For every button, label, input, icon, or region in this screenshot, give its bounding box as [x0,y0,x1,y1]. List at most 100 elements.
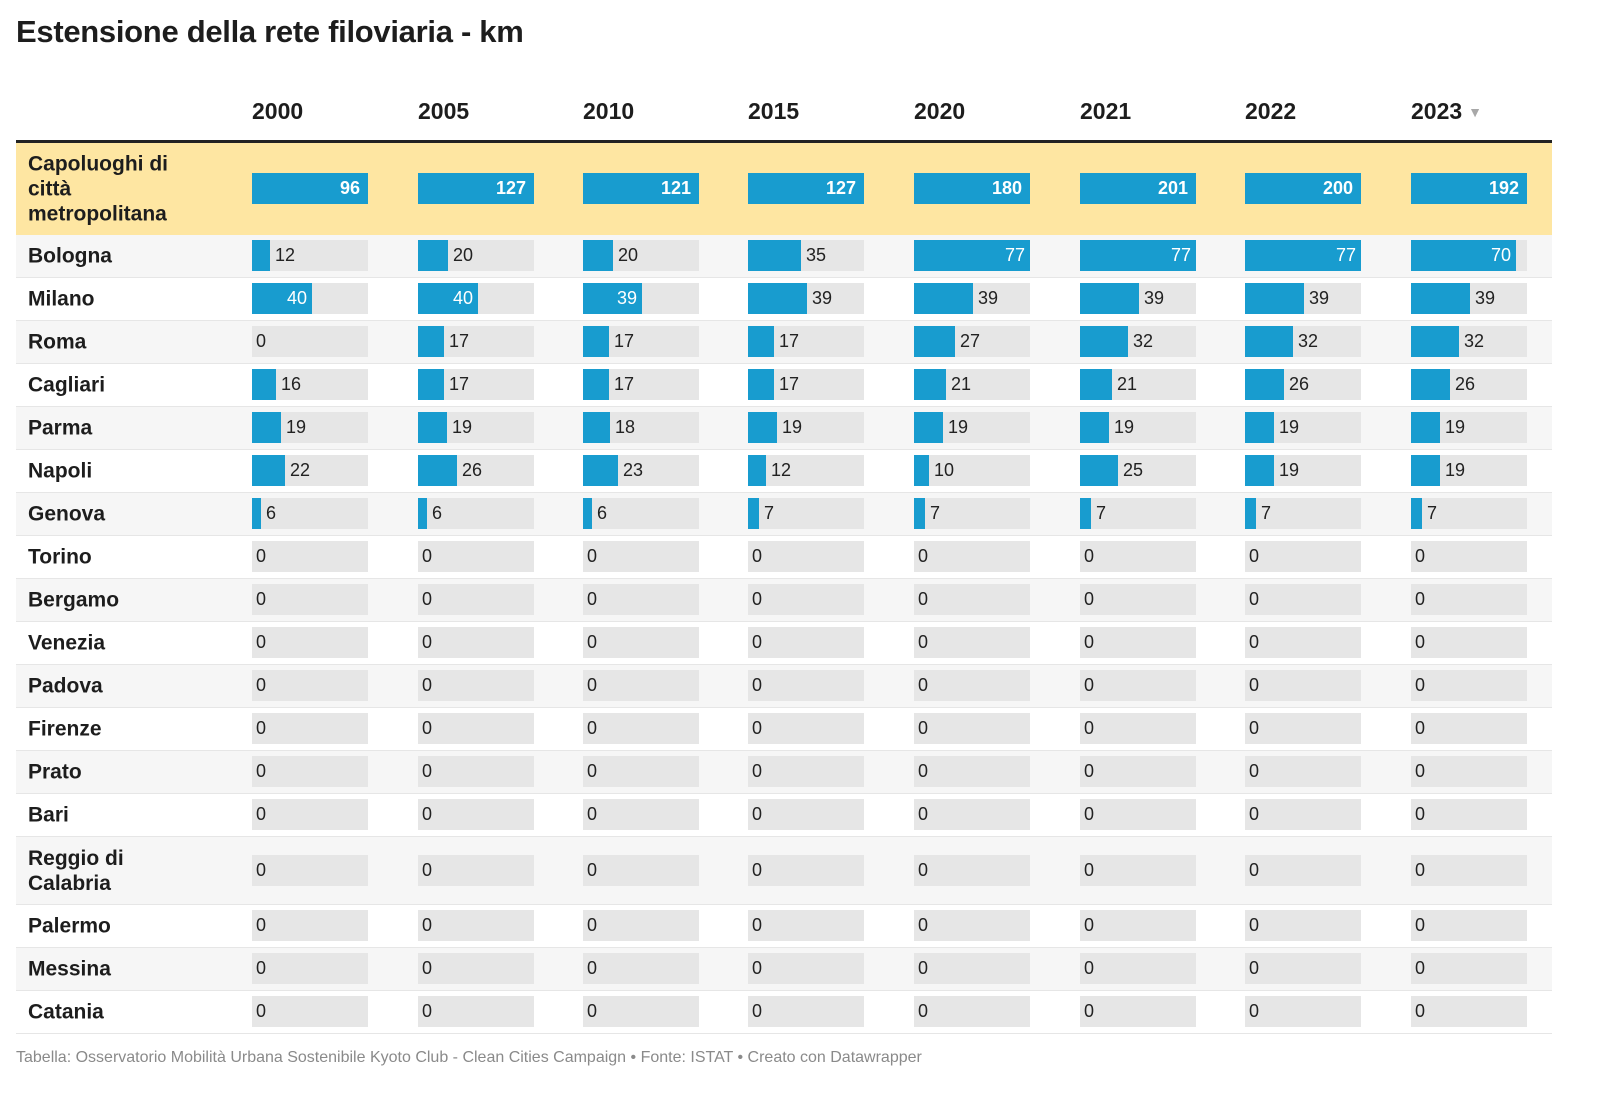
table-row: Parma 19 19 18 19 19 19 19 19 [16,407,1552,450]
bar [748,369,774,400]
bar-cell: 0 [252,996,368,1027]
bar [252,498,261,529]
bar-cell: 0 [583,756,699,787]
column-header-2021[interactable]: 2021 [1080,98,1131,125]
data-label: 6 [432,503,443,523]
data-label: 0 [918,761,929,781]
bar-cell: 0 [1411,670,1527,701]
data-label: 17 [614,331,635,351]
bar [583,173,699,204]
column-header-2005[interactable]: 2005 [418,98,469,125]
bar [914,240,1030,271]
data-label: 0 [256,1001,267,1021]
data-label: 0 [256,958,267,978]
column-header-2000[interactable]: 2000 [252,98,303,125]
bar-cell: 22 [252,455,368,486]
bar-cell: 0 [1411,910,1527,941]
data-label: 19 [1114,417,1135,437]
data-label: 127 [825,178,856,198]
data-label: 19 [286,417,307,437]
data-label: 0 [1084,589,1095,609]
bar-cell: 12 [252,240,368,271]
data-label: 0 [752,958,763,978]
bar-cell: 0 [418,670,534,701]
bar-cell: 39 [1080,283,1196,314]
data-label: 39 [978,288,999,308]
sort-descending-icon[interactable]: ▼ [1468,104,1483,120]
data-label: 21 [951,374,972,394]
bar [252,173,368,204]
bar-cell: 0 [583,996,699,1027]
bar-cell: 0 [1245,910,1361,941]
table-row: Prato 0 0 0 0 0 0 0 0 [16,751,1552,794]
bar-cell: 0 [418,799,534,830]
bar [1411,326,1459,357]
bar-cell: 0 [748,799,864,830]
bar [1080,498,1091,529]
bar-cell: 35 [748,240,864,271]
bar [1245,498,1256,529]
data-label: 0 [587,675,598,695]
bar [748,240,801,271]
bar-cell: 19 [1245,412,1361,443]
data-label: 39 [812,288,833,308]
bar-cell: 0 [914,670,1030,701]
data-label: 0 [422,859,433,880]
data-label: 39 [1309,288,1330,308]
bar-cell: 6 [418,498,534,529]
bar-cell: 0 [1245,627,1361,658]
bar [1245,369,1284,400]
data-label: 0 [256,718,267,738]
column-header-2015[interactable]: 2015 [748,98,799,125]
bar-cell: 0 [1080,854,1196,886]
row-label: Prato [28,760,82,784]
bar [1245,412,1274,443]
column-header-2023[interactable]: 2023 ▼ [1411,98,1482,125]
data-label: 0 [256,761,267,781]
data-label: 0 [587,859,598,880]
column-header-2022[interactable]: 2022 [1245,98,1296,125]
data-label: 0 [752,1001,763,1021]
column-header-2010[interactable]: 2010 [583,98,634,125]
data-label: 0 [1415,804,1426,824]
data-label: 39 [1144,288,1165,308]
data-label: 35 [806,245,827,265]
bar-cell: 17 [418,369,534,400]
bar-cell: 0 [583,627,699,658]
bar-cell: 0 [583,953,699,984]
data-label: 0 [587,958,598,978]
bar-cell: 0 [1080,996,1196,1027]
bar-cell: 0 [1080,584,1196,615]
data-label: 0 [752,915,763,935]
data-label: 19 [948,417,969,437]
bar-cell: 17 [583,369,699,400]
table-row: Venezia 0 0 0 0 0 0 0 0 [16,622,1552,665]
column-header-label: 2020 [914,98,966,124]
data-label: 0 [422,915,433,935]
bar-cell: 0 [252,584,368,615]
data-label: 26 [1289,374,1310,394]
column-header-2020[interactable]: 2020 [914,98,965,125]
bar [583,283,642,314]
data-label: 0 [918,546,929,566]
table-row: Messina 0 0 0 0 0 0 0 0 [16,948,1552,991]
bar-cell: 0 [252,541,368,572]
data-label: 0 [422,1001,433,1021]
bar [1080,240,1196,271]
data-label: 70 [1490,245,1511,265]
bar-cell: 0 [748,541,864,572]
data-label: 0 [1084,675,1095,695]
data-label: 0 [752,589,763,609]
bar-cell: 0 [418,854,534,886]
bar-cell: 0 [1080,541,1196,572]
data-label: 0 [422,958,433,978]
data-label: 20 [453,245,474,265]
data-label: 18 [615,417,636,437]
data-label: 21 [1117,374,1138,394]
bar-cell: 0 [252,799,368,830]
data-label: 17 [449,331,470,351]
row-label: Firenze [28,717,102,741]
bar-cell: 0 [418,713,534,744]
bar [1411,283,1470,314]
data-label: 32 [1133,331,1154,351]
